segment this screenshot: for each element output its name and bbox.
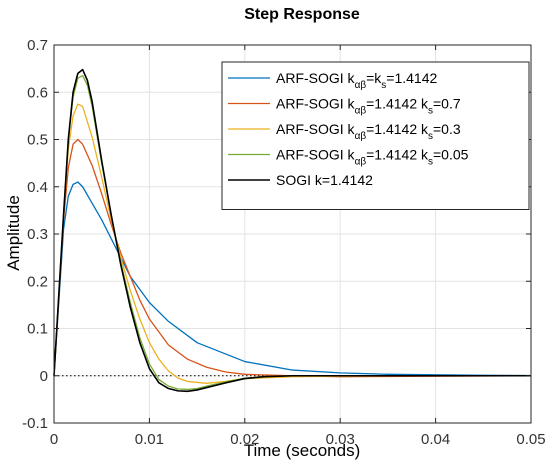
y-tick-label: 0.2 [27, 273, 48, 290]
y-tick-label: 0.6 [27, 84, 48, 101]
x-tick-label: 0.04 [421, 431, 450, 448]
legend-box [221, 61, 530, 210]
legend-label-2: ARF-SOGI kαβ=1.4142 ks=0.7 [276, 96, 461, 117]
x-tick-label: 0.02 [230, 431, 259, 448]
y-tick-label: 0 [40, 368, 48, 385]
legend-label-3: ARF-SOGI kαβ=1.4142 ks=0.3 [276, 121, 461, 142]
chart-title: Step Response [244, 6, 360, 23]
series-line-2 [53, 138, 532, 378]
x-tick-label: 0.01 [135, 431, 164, 448]
x-tick-label: 0.03 [326, 431, 355, 448]
y-tick-label: -0.1 [22, 415, 48, 432]
legend-label-5: SOGI k=1.4142 [276, 172, 373, 188]
x-axis-title: Time (seconds) [244, 441, 361, 460]
y-tick-label: 0.5 [27, 132, 48, 149]
series-line-5 [53, 68, 531, 393]
legend-label-1: ARF-SOGI kαβ=ks=1.4142 [276, 70, 438, 91]
y-tick-label: 0.1 [27, 321, 48, 338]
legend: ARF-SOGI kαβ=ks=1.4142 ARF-SOGI kαβ=1.414… [221, 61, 530, 210]
y-axis-title: Amplitude [4, 195, 23, 271]
plot-area: 0 0.01 0.02 0.03 0.04 0.05-0.100.10.20.30.40.… [22, 37, 545, 448]
y-tick-label: 0.4 [27, 179, 48, 196]
y-tick-label: 0.3 [27, 226, 48, 243]
x-tick-label: 0 [50, 431, 58, 448]
x-tick-label: 0.05 [516, 431, 545, 448]
legend-label-4: ARF-SOGI kαβ=1.4142 ks=0.05 [276, 147, 469, 168]
y-tick-label: 0.7 [27, 37, 48, 54]
